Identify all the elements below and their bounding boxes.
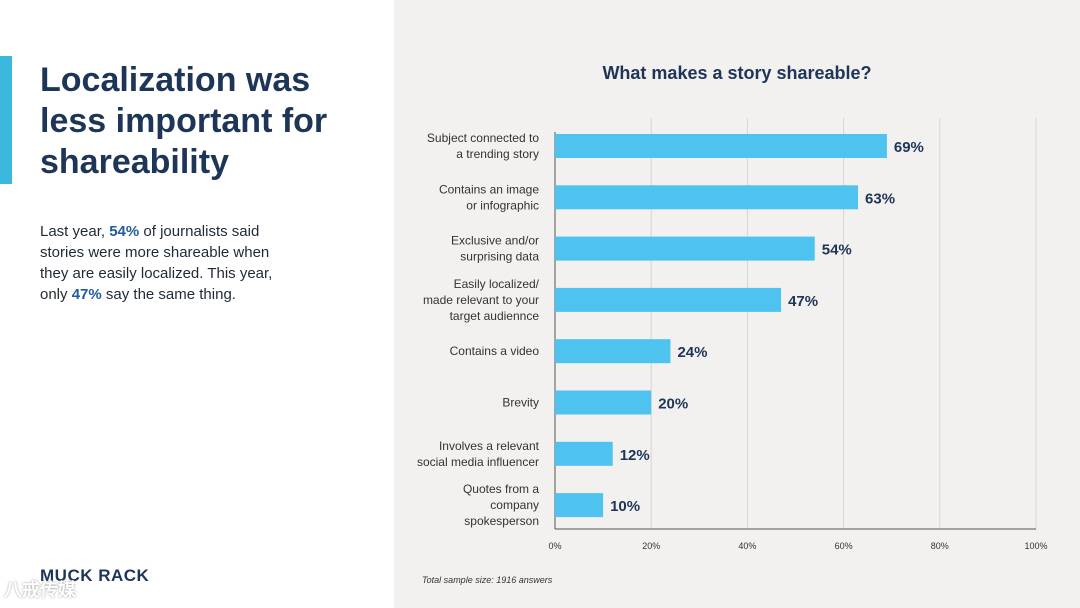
category-label: Exclusive and/or surprising data [451, 234, 539, 264]
bar [555, 134, 887, 158]
body-text-segment: Last year, [40, 223, 110, 240]
x-tick-label: 80% [931, 541, 949, 551]
category-label: Contains an image or infographic [439, 182, 539, 212]
category-label-line: social media influencer [417, 455, 539, 469]
category-label: Subject connected to a trending story [427, 131, 539, 161]
muck-rack-logo: MUCK RACK [40, 566, 150, 585]
category-label-line: Brevity [502, 396, 539, 410]
chart-panel: What makes a story shareable? 0% 20% 40% 60… [394, 0, 1080, 608]
bar-value-label: 20% [658, 396, 688, 413]
bar-value-label: 47% [788, 293, 818, 310]
bar [555, 493, 604, 518]
category-label: Quotes from a company spokesperson [463, 482, 539, 528]
bar-value-label: 10% [610, 498, 640, 515]
category-label-line: Subject connected to [427, 131, 539, 145]
body-highlight-last-year: 54% [109, 223, 140, 240]
body-highlight-this-year: 47% [71, 286, 102, 303]
footnote: Total sample size: 1916 answers [422, 575, 553, 585]
bar-value-label: 24% [677, 344, 707, 361]
bar [555, 390, 652, 415]
bar [555, 339, 671, 364]
category-label: Contains a video [450, 344, 540, 358]
category-label: Brevity [502, 396, 539, 410]
body-text: Last year, 54% of journalists said stori… [40, 221, 300, 305]
bar-value-label: 54% [822, 242, 852, 259]
accent-bar [0, 56, 12, 184]
x-tick-label: 100% [1024, 541, 1047, 551]
category-label-line: Exclusive and/or [451, 234, 539, 248]
category-label: Easily localized/made relevant to your ta… [423, 277, 540, 323]
watermark: 八戒传媒 [4, 580, 76, 600]
x-tick-label: 60% [835, 541, 853, 551]
category-label-line: made relevant to your [423, 293, 539, 307]
category-label-line: Quotes from a [463, 482, 539, 496]
x-tick-label: 20% [642, 541, 660, 551]
headline: Localization was less important for shar… [40, 61, 328, 181]
category-label-line: or infographic [466, 198, 539, 212]
bar-chart: 0% 20% 40% 60% 80% 100% 69% Subject connected t… [417, 118, 1048, 551]
category-label-line: a trending story [456, 147, 539, 161]
category-label-line: company [490, 498, 539, 512]
category-label: Involves a relevant social media influenc… [417, 439, 540, 469]
category-label-line: target audiennce [450, 309, 540, 323]
category-label-line: Involves a relevant [439, 439, 540, 453]
bar-value-label: 69% [894, 139, 924, 156]
left-panel: Localization was less important for shar… [0, 0, 394, 608]
x-tick-label: 0% [548, 541, 561, 551]
bar [555, 441, 613, 466]
chart-title: What makes a story shareable? [602, 63, 872, 83]
bar [555, 236, 815, 261]
body-text-segment: of journalists said stories were more sh… [40, 223, 273, 303]
category-label-line: Easily localized/ [454, 277, 540, 291]
bar-value-label: 12% [620, 447, 650, 464]
bar [555, 287, 782, 312]
category-label-line: surprising data [460, 250, 539, 264]
bar [555, 185, 859, 210]
category-label-line: Contains a video [450, 344, 540, 358]
bar-value-label: 63% [865, 190, 895, 207]
x-tick-label: 40% [738, 541, 756, 551]
category-label-line: spokesperson [464, 514, 539, 528]
category-label-line: Contains an image [439, 182, 539, 196]
body-text-segment: say the same thing. [101, 286, 236, 303]
